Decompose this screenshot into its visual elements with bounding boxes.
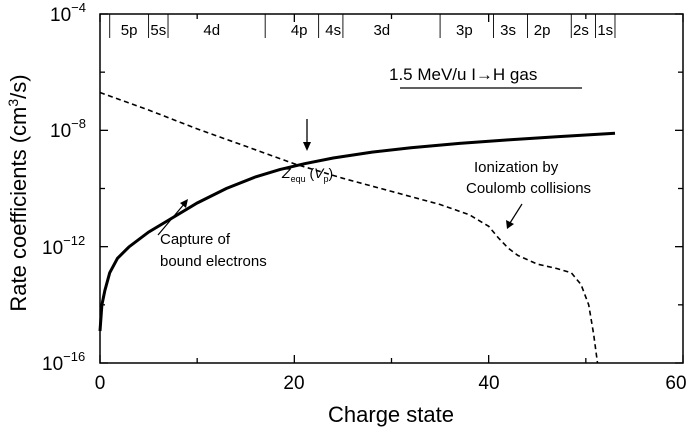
x-tick-label: 20 [283, 373, 304, 394]
x-tick-labels: 0 20 40 60 [95, 373, 687, 394]
shell-label: 5p [121, 22, 138, 39]
y-tick-label: 10−12 [42, 233, 85, 259]
capture-label-line2: bound electrons [160, 253, 267, 270]
shell-markers: 5p 5s 4d 4p 4s 3d 3p 3s 2p 2s 1s [109, 14, 616, 39]
ionization-label-line1: Ionization by [474, 159, 559, 176]
capture-annotation: Capture of bound electrons [157, 199, 267, 270]
x-axis-title: Charge state [328, 402, 454, 427]
shell-label: 4s [325, 22, 341, 39]
y-tick-label: 10−4 [50, 0, 86, 26]
equilibrium-annotation: Zequ (Vp) [281, 119, 333, 184]
equilibrium-label: Zequ (Vp) [281, 165, 333, 184]
ionization-arrow [509, 203, 523, 224]
shell-label: 3d [373, 22, 390, 39]
shell-label: 1s [597, 22, 613, 39]
shell-label: 5s [150, 22, 166, 39]
x-tick-label: 60 [665, 373, 686, 394]
shell-label: 4p [291, 22, 308, 39]
x-tick-label: 0 [95, 373, 106, 394]
axis-ticks [99, 13, 684, 364]
y-tick-label: 10−16 [42, 349, 85, 375]
shell-label: 2s [573, 22, 589, 39]
capture-arrow [157, 202, 186, 236]
ionization-rate-curve [99, 91, 599, 364]
shell-label: 4d [203, 22, 220, 39]
capture-label-line1: Capture of [160, 231, 231, 248]
ionization-label-line2: Coulomb collisions [466, 180, 591, 197]
y-tick-label: 10−8 [50, 116, 86, 142]
y-axis-title: Rate coefficients (cm3/s) [5, 74, 31, 311]
ionization-arrowhead [506, 220, 514, 229]
shell-label: 2p [534, 22, 551, 39]
condition-label: 1.5 MeV/u I→H gas [389, 65, 537, 84]
equilibrium-arrowhead [303, 142, 311, 151]
capture-rate-curve [98, 131, 616, 332]
shell-label: 3p [456, 22, 473, 39]
x-tick-label: 40 [478, 373, 499, 394]
ionization-annotation: Ionization by Coulomb collisions [466, 159, 591, 229]
y-tick-labels: 10−4 10−8 10−12 10−16 [42, 0, 86, 375]
shell-label: 3s [500, 22, 516, 39]
capture-arrowhead [180, 199, 188, 208]
